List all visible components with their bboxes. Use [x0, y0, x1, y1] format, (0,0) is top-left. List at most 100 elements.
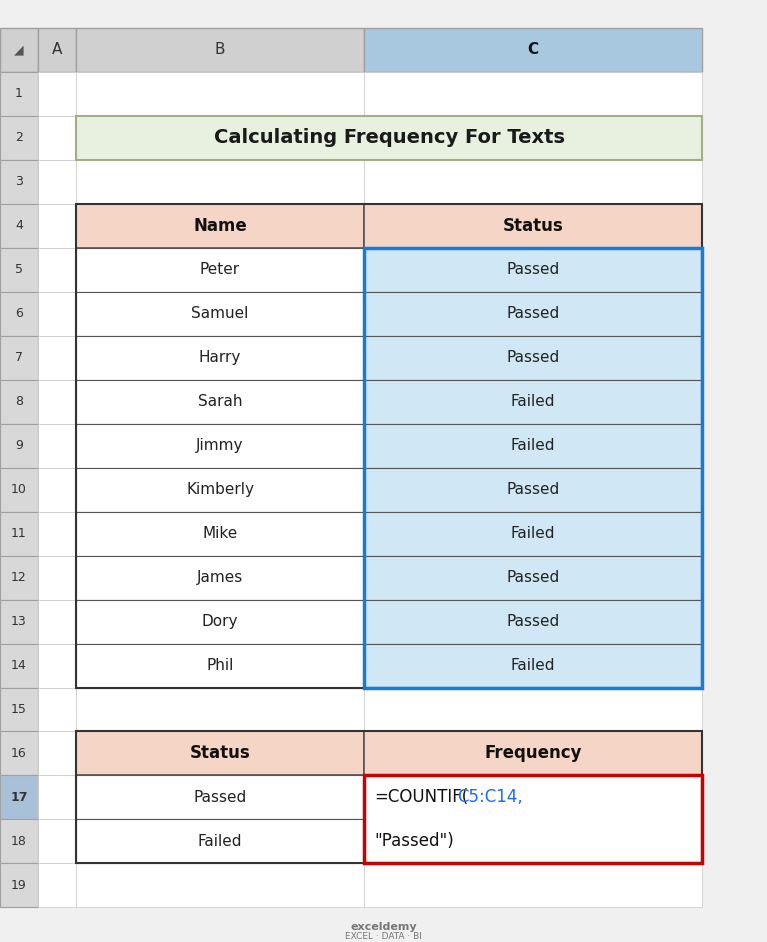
Bar	[76, 292, 364, 335]
Bar	[0, 556, 38, 600]
Bar	[76, 116, 702, 160]
Bar	[364, 775, 702, 864]
Bar	[76, 248, 364, 292]
Bar	[76, 820, 364, 864]
Bar	[364, 643, 702, 688]
Bar	[364, 820, 702, 864]
Bar	[0, 512, 38, 556]
Bar	[364, 116, 702, 160]
Bar	[0, 116, 38, 160]
Bar	[0, 688, 38, 732]
Text: Kimberly: Kimberly	[186, 482, 254, 497]
Text: ◢: ◢	[14, 43, 24, 57]
Text: 12: 12	[12, 571, 27, 584]
Text: 10: 10	[11, 483, 27, 496]
Bar	[364, 248, 702, 292]
Bar	[38, 116, 76, 160]
Text: 18: 18	[11, 835, 27, 848]
Bar	[38, 732, 76, 775]
Bar	[38, 775, 76, 820]
Bar	[76, 467, 364, 512]
Bar	[364, 688, 702, 732]
Bar	[364, 292, 702, 335]
Text: C: C	[528, 42, 538, 57]
Text: Failed: Failed	[198, 834, 242, 849]
Bar	[38, 335, 76, 380]
Text: 7: 7	[15, 351, 23, 365]
Bar	[38, 688, 76, 732]
Bar	[364, 732, 702, 775]
Bar	[364, 28, 702, 72]
Bar	[364, 248, 702, 292]
Bar	[76, 335, 364, 380]
Text: 9: 9	[15, 439, 23, 452]
Bar	[76, 732, 364, 775]
Bar	[38, 820, 76, 864]
Bar	[364, 775, 702, 864]
Bar	[364, 248, 702, 688]
Bar	[364, 467, 702, 512]
Bar	[76, 467, 364, 512]
Bar	[76, 732, 364, 775]
Bar	[0, 864, 38, 907]
Bar	[0, 643, 38, 688]
Bar	[0, 203, 38, 248]
Bar	[76, 380, 364, 424]
Bar	[364, 775, 702, 820]
Bar	[76, 556, 364, 600]
Text: 2: 2	[15, 131, 23, 144]
Bar	[76, 732, 702, 864]
Text: 19: 19	[12, 879, 27, 892]
Bar	[76, 72, 364, 116]
Bar	[38, 292, 76, 335]
Bar	[76, 512, 364, 556]
Bar	[76, 292, 364, 335]
Bar	[76, 335, 364, 380]
Bar	[0, 380, 38, 424]
Text: 5: 5	[15, 264, 23, 276]
Bar	[364, 203, 702, 248]
Bar	[76, 380, 364, 424]
Text: Passed: Passed	[506, 570, 560, 585]
Text: Failed: Failed	[511, 527, 555, 541]
Text: Sarah: Sarah	[198, 394, 242, 409]
Text: Passed: Passed	[506, 614, 560, 629]
Bar	[38, 864, 76, 907]
Text: 8: 8	[15, 396, 23, 408]
Bar	[364, 292, 702, 335]
Bar	[76, 248, 364, 292]
Text: Mike: Mike	[202, 527, 238, 541]
Bar	[76, 600, 364, 643]
Bar	[38, 72, 76, 116]
Bar	[76, 203, 364, 248]
Text: 11: 11	[12, 528, 27, 540]
Bar	[38, 643, 76, 688]
Text: Passed: Passed	[506, 262, 560, 277]
Bar	[38, 248, 76, 292]
Bar	[38, 424, 76, 467]
Bar	[0, 335, 38, 380]
Bar	[364, 512, 702, 556]
Bar	[76, 160, 364, 203]
Bar	[76, 643, 364, 688]
Bar	[76, 116, 364, 160]
Text: Samuel: Samuel	[191, 306, 249, 321]
Bar	[364, 424, 702, 467]
Text: Failed: Failed	[511, 438, 555, 453]
Bar	[364, 600, 702, 643]
Text: exceldemy: exceldemy	[351, 922, 416, 933]
Text: Passed: Passed	[506, 482, 560, 497]
Bar	[0, 820, 38, 864]
Text: =COUNTIF(: =COUNTIF(	[374, 788, 468, 805]
Text: 6: 6	[15, 307, 23, 320]
Text: A: A	[52, 42, 62, 57]
Bar	[0, 775, 38, 820]
Text: Name: Name	[193, 217, 247, 235]
Text: Passed: Passed	[193, 790, 247, 805]
Bar	[0, 292, 38, 335]
Text: James: James	[197, 570, 243, 585]
Text: EXCEL · DATA · BI: EXCEL · DATA · BI	[345, 932, 422, 941]
Text: 1: 1	[15, 88, 23, 101]
Bar	[76, 203, 364, 248]
Bar	[38, 28, 76, 72]
